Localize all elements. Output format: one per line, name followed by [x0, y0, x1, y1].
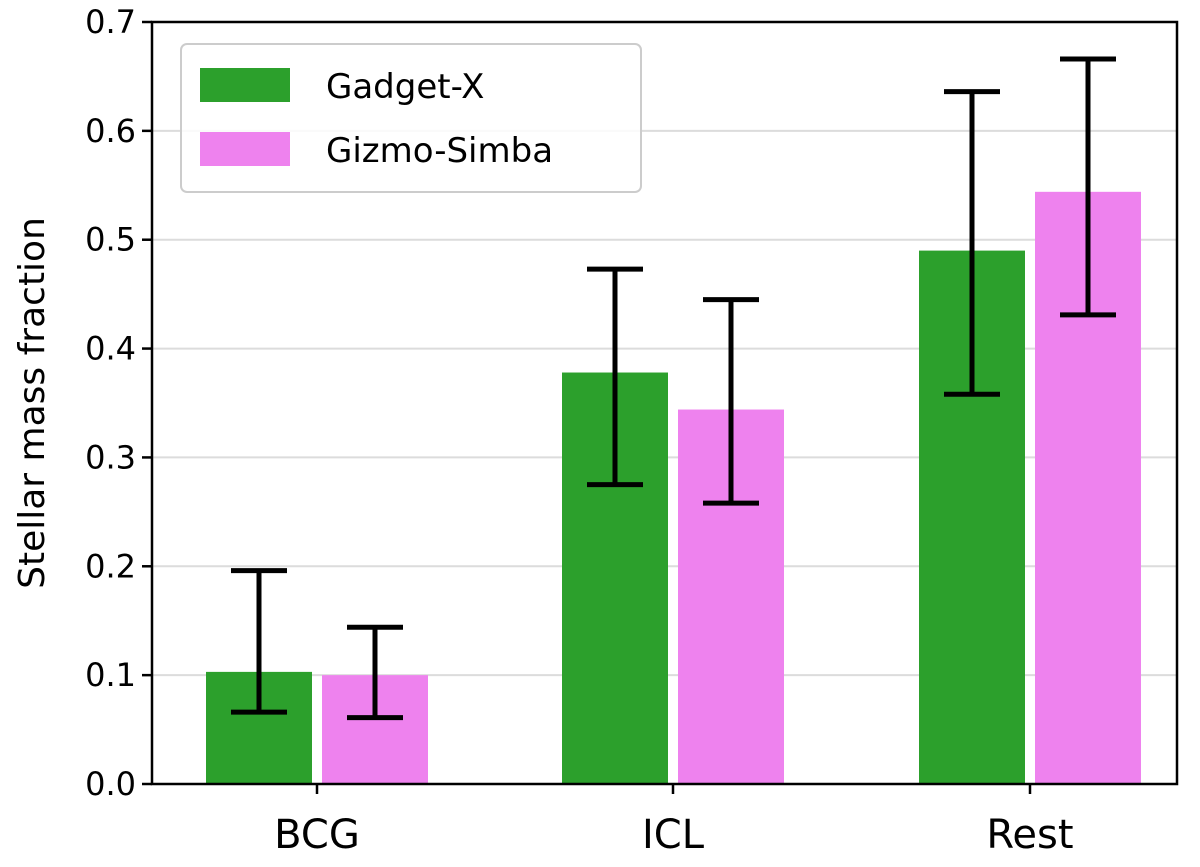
legend-label-gadget-x: Gadget-X — [326, 67, 484, 107]
legend-label-gizmo-simba: Gizmo-Simba — [326, 131, 553, 171]
y-tick-label-6: 0.6 — [85, 112, 136, 150]
bars — [206, 191, 1141, 785]
x-axis-ticks: BCG ICL Rest — [274, 784, 1074, 858]
legend-box — [180, 43, 642, 193]
error-bars — [231, 56, 1116, 721]
legend-swatch-gizmo-simba — [200, 132, 290, 166]
y-tick-label-7: 0.7 — [85, 3, 136, 41]
x-tick-label-2: Rest — [986, 812, 1073, 858]
plot-frame — [150, 20, 1179, 786]
x-tick-label-0: BCG — [274, 812, 360, 858]
legend: Gadget-X Gizmo-Simba — [180, 43, 642, 193]
y-axis-label: Stellar mass fraction — [12, 217, 53, 589]
y-axis-ticks: 0.0 0.1 0.2 0.3 0.4 0.5 0.6 0.7 — [85, 3, 152, 803]
y-tick-label-1: 0.1 — [85, 656, 136, 694]
y-tick-label-0: 0.0 — [85, 765, 136, 803]
x-tick-label-1: ICL — [642, 812, 705, 858]
legend-swatch-gadget-x — [200, 68, 290, 102]
y-tick-label-4: 0.4 — [85, 330, 136, 368]
y-tick-label-2: 0.2 — [85, 547, 136, 585]
y-tick-label-5: 0.5 — [85, 221, 136, 259]
y-tick-label-3: 0.3 — [85, 438, 136, 476]
